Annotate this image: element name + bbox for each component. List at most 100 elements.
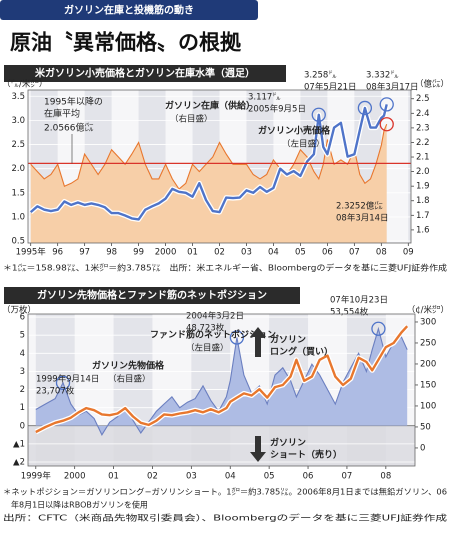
highlight-circle	[311, 107, 326, 122]
y-tick-label: ▲2	[13, 458, 25, 468]
reference-text: 在庫平均	[44, 108, 80, 120]
y-tick-label: 3	[20, 367, 25, 377]
x-tick-label: 05	[264, 472, 275, 482]
annotation: 48,723枚	[186, 323, 225, 334]
series-line	[35, 326, 408, 436]
reference-label: 2.0566億㌭	[44, 122, 94, 134]
annotation: 07年10月23日	[330, 295, 388, 306]
y2-tick-label: 2.5	[416, 94, 430, 104]
x-tick-label: 07	[349, 248, 360, 258]
y-tick-label: 3.5	[11, 92, 25, 102]
x-tick-label: 04	[225, 472, 236, 482]
header-text: ガソリン在庫と投機筋の動き	[64, 4, 194, 17]
x-tick-label: 03	[186, 472, 197, 482]
y2-tick-label: 1.8	[416, 196, 430, 206]
y-tick-label: 2	[20, 385, 25, 395]
x-tick-label: 99	[133, 248, 144, 258]
annotation: 2.3252億㌭	[336, 201, 383, 212]
y2-tick-label: 1.7	[416, 211, 430, 221]
highlight-circle	[371, 321, 386, 336]
y-tick-label: 1.5	[11, 188, 25, 198]
panel-title: ガソリン先物価格とファンド筋のネットポジション	[37, 289, 267, 302]
series-area	[35, 328, 408, 435]
highlight-circle	[357, 100, 373, 116]
y2-unit: （¢/米㌎）	[407, 305, 449, 316]
y2-tick-label: 50	[420, 422, 431, 432]
y2-tick-label: 2.4	[416, 109, 430, 119]
annotation: 23,707枚	[36, 386, 75, 397]
highlight-circle	[379, 117, 394, 132]
long-label: ガソリン	[270, 334, 306, 346]
y2-tick-label: 150	[420, 380, 436, 390]
y-tick-label: ▲1	[13, 439, 25, 449]
series-line	[29, 104, 388, 221]
x-tick-label: 01	[108, 472, 119, 482]
y-tick-label: 5	[20, 331, 25, 341]
footnote: 出所：CFTC（米商品先物取引委員会）、Bloombergのデータを基に三菱UF…	[3, 513, 447, 523]
x-tick-label: 1995年	[16, 247, 47, 258]
x-tick-label: 02	[147, 472, 158, 482]
y2-unit: （億㌭）	[415, 79, 449, 90]
annotation: 53,554枚	[330, 307, 369, 318]
footnote: ＊1㌭＝158.98㍑、1米㌎＝約3.785㍑ 出所：米エネルギー省、Bloom…	[3, 263, 447, 273]
plot-frame	[27, 313, 416, 467]
series-line	[30, 123, 388, 190]
legend-label: ガソリン小売価格	[258, 125, 331, 137]
annotation: 3.258㌦	[304, 71, 337, 81]
y-tick-label: 2.0	[11, 164, 25, 174]
legend-axis-note: （左目盛）	[186, 343, 229, 354]
y2-tick-label: 2.1	[416, 153, 430, 163]
legend-label: ファンド筋のネットポジション	[150, 329, 276, 341]
y-tick-label: 2.5	[11, 140, 25, 150]
series-line	[35, 325, 409, 434]
x-tick-label: 2000	[155, 248, 177, 258]
y2-tick-label: 1.6	[416, 225, 430, 235]
y-tick-label: 6	[20, 313, 25, 323]
x-tick-label: 96	[52, 248, 63, 258]
y-unit: （㌦/米㌎）	[2, 79, 47, 90]
y2-tick-label: 200	[420, 359, 436, 369]
y-tick-label: 1.0	[11, 212, 25, 222]
annotation: 3.332㌦	[366, 71, 399, 81]
y2-tick-label: 100	[420, 401, 436, 411]
annotation: 3.117㌦	[248, 93, 281, 103]
short-arrow	[250, 436, 266, 462]
annotation: 08年3月17日	[366, 82, 419, 93]
reference-text: 1995年以降の	[44, 96, 103, 108]
y2-tick-label: 250	[420, 338, 436, 348]
annotation: 07年5月21日	[304, 82, 357, 93]
x-tick-label: 97	[79, 248, 90, 258]
y2-tick-label: 2.3	[416, 123, 430, 133]
y-tick-label: 0	[20, 421, 25, 431]
panel-title-bar	[4, 287, 300, 304]
legend-axis-note: （左目盛）	[282, 139, 325, 150]
x-tick-label: 04	[268, 248, 279, 258]
year-band	[408, 90, 411, 243]
long-label: ロング（買い）	[270, 346, 333, 358]
y-tick-label: 1	[20, 403, 25, 413]
footnote: 年8月1日以降はRBOBガソリンを使用	[3, 500, 148, 510]
x-tick-label: 07	[342, 472, 353, 482]
highlight-circle	[229, 330, 245, 345]
x-tick-label: 09	[403, 248, 414, 258]
annotation: 1999年9月14日	[36, 374, 99, 385]
header-banner	[0, 0, 258, 20]
short-label: ガソリン	[270, 437, 306, 449]
short-zone	[28, 425, 415, 466]
x-tick-label: 02	[214, 248, 225, 258]
long-arrow	[250, 327, 266, 357]
y-tick-label: 3.0	[11, 116, 25, 126]
annotation: 08年3月14日	[336, 213, 389, 224]
legend-label: ガソリン在庫（供給）	[165, 100, 255, 112]
x-tick-label: 08	[380, 472, 391, 482]
y-unit: （万枚）	[2, 305, 36, 316]
x-tick-label: 2000	[64, 472, 86, 482]
y-tick-label: 0.5	[11, 237, 25, 247]
x-tick-label: 01	[187, 248, 198, 258]
x-tick-label: 06	[303, 472, 314, 482]
x-tick-label: 06	[322, 248, 333, 258]
x-tick-label: 03	[241, 248, 252, 258]
y2-tick-label: 2.2	[416, 138, 430, 148]
legend-axis-note: （右目盛）	[108, 374, 151, 385]
